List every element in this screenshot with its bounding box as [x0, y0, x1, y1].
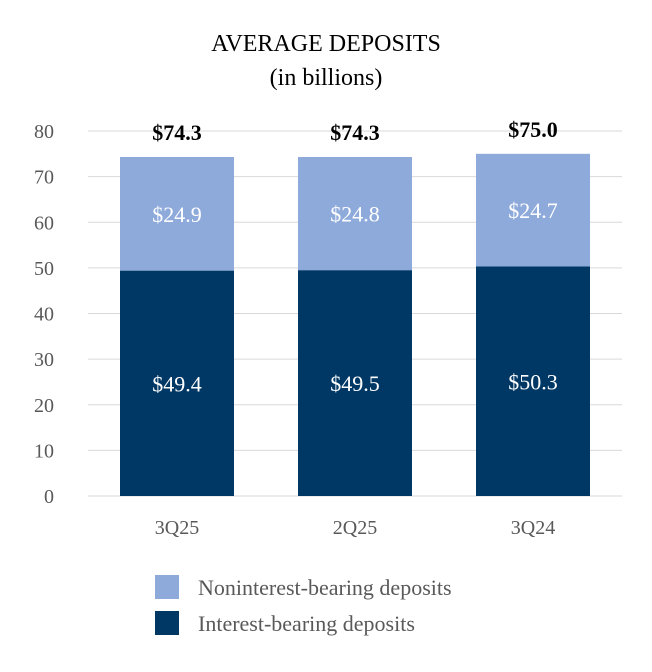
legend-swatch — [155, 611, 179, 635]
x-tick-label: 2Q25 — [333, 517, 377, 539]
y-tick-label: 30 — [34, 349, 54, 371]
segment-value-label: $24.7 — [508, 198, 558, 223]
y-tick-label: 70 — [34, 167, 54, 189]
segment-value-label: $49.5 — [330, 371, 380, 396]
y-tick-label: 40 — [34, 304, 54, 326]
y-axis: 0 10 20 30 40 50 60 70 80 — [34, 121, 54, 508]
legend-label: Interest-bearing deposits — [198, 611, 415, 636]
legend: Noninterest-bearing deposits Interest-bea… — [155, 575, 452, 636]
y-tick-label: 0 — [44, 486, 54, 508]
bar-segment — [120, 157, 234, 271]
chart-title: AVERAGE DEPOSITS — [211, 31, 441, 57]
bar-segment — [476, 153, 590, 267]
total-value-label: $74.3 — [330, 120, 380, 145]
bar-segment — [476, 266, 590, 496]
legend-label: Noninterest-bearing deposits — [198, 575, 452, 600]
y-tick-label: 60 — [34, 212, 54, 234]
segment-value-label: $24.8 — [330, 202, 380, 227]
x-axis: 3Q25 2Q25 3Q24 — [155, 517, 555, 539]
chart-subtitle: (in billions) — [270, 65, 383, 91]
y-tick-label: 10 — [34, 440, 54, 462]
bar-segment — [298, 270, 412, 496]
segment-value-label: $50.3 — [508, 369, 558, 394]
legend-swatch — [155, 575, 179, 599]
segment-value-label: $49.4 — [152, 371, 202, 396]
x-tick-label: 3Q25 — [155, 517, 199, 539]
y-tick-label: 80 — [34, 121, 54, 143]
total-value-label: $75.0 — [508, 117, 558, 142]
total-value-label: $74.3 — [152, 120, 202, 145]
y-tick-label: 50 — [34, 258, 54, 280]
bar-segment — [298, 157, 412, 271]
bars: $49.4 $24.9 $74.3 $49.5 $24.8 $74.3 $50.3 $24.7… — [120, 117, 590, 496]
bar-segment — [120, 270, 234, 496]
x-tick-label: 3Q24 — [511, 517, 555, 539]
segment-value-label: $24.9 — [152, 202, 202, 227]
y-tick-label: 20 — [34, 395, 54, 417]
